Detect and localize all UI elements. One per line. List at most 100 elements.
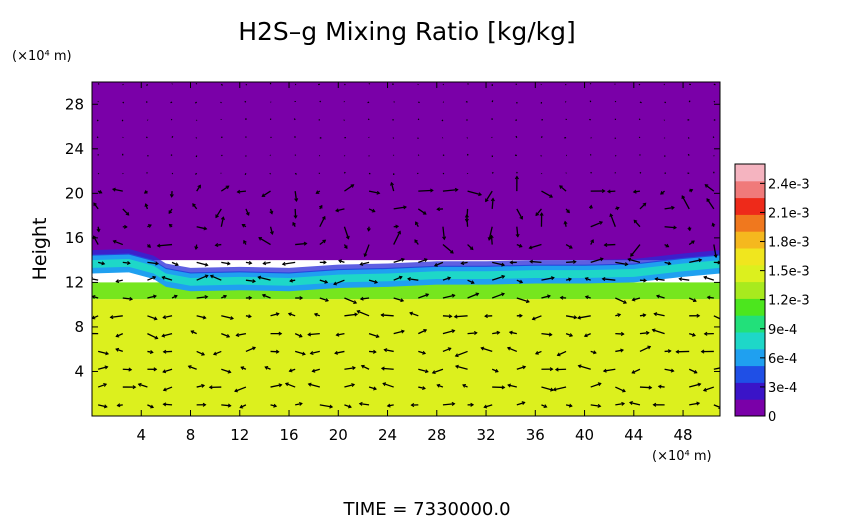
wind-vector <box>335 208 345 213</box>
colorbar-segment <box>735 164 765 182</box>
wind-vector <box>196 274 209 281</box>
wind-vector <box>368 386 377 391</box>
wind-vector <box>368 332 380 339</box>
wind-vector <box>442 293 456 299</box>
wind-vector <box>221 333 231 338</box>
y-tick-label: 16 <box>65 229 84 247</box>
wind-vector <box>161 332 173 338</box>
wind-vector <box>319 215 326 228</box>
field-layer <box>92 82 720 416</box>
y-tick-label: 20 <box>65 184 84 202</box>
wind-vector <box>556 350 567 357</box>
time-footer: TIME = 7330000.0 <box>342 499 510 519</box>
wind-vector <box>712 136 715 138</box>
wind-vector <box>485 190 493 203</box>
wind-vector <box>565 83 567 86</box>
wind-vector <box>516 313 523 318</box>
wind-vector <box>516 279 524 284</box>
wind-vector <box>713 244 718 259</box>
wind-vector <box>590 189 606 194</box>
wind-vector <box>245 346 257 353</box>
wind-vector <box>245 83 248 86</box>
wind-vector <box>483 404 493 409</box>
wind-vector <box>615 261 629 267</box>
wind-vector <box>338 259 345 264</box>
wind-vector <box>706 295 714 300</box>
wind-vector <box>663 119 666 121</box>
wind-vector <box>590 257 604 263</box>
wind-vector <box>333 279 345 286</box>
wind-vector <box>531 315 542 321</box>
wind-vector <box>590 403 602 408</box>
wind-vector <box>442 226 447 241</box>
wind-vector <box>293 118 296 121</box>
wind-vector <box>147 404 155 409</box>
wind-vector <box>214 243 222 248</box>
wind-vector <box>244 173 247 176</box>
chart-title: H2S–g Mixing Ratio [kg/kg] <box>238 17 576 46</box>
wind-vector <box>418 101 420 104</box>
wind-vector <box>190 330 197 335</box>
wind-vector <box>147 261 159 266</box>
wind-vector <box>541 332 553 337</box>
wind-vector <box>541 276 555 281</box>
wind-vector <box>281 261 296 266</box>
wind-vector <box>243 239 247 245</box>
wind-vector <box>651 328 665 335</box>
wind-vector <box>261 190 271 197</box>
wind-vector <box>559 185 567 192</box>
x-tick-label: 8 <box>186 426 196 444</box>
wind-vector <box>703 275 715 281</box>
wind-vector <box>269 208 274 215</box>
wind-vector <box>442 329 456 335</box>
wind-vector <box>319 404 334 409</box>
wind-vector <box>442 347 452 353</box>
wind-vector <box>565 208 570 214</box>
wind-vector <box>664 101 667 104</box>
wind-vector <box>344 404 352 409</box>
colorbar-segment <box>735 399 765 417</box>
wind-vector <box>409 311 419 317</box>
wind-vector <box>583 333 591 338</box>
wind-vector <box>491 274 506 281</box>
wind-vector-layer <box>92 82 720 409</box>
colorbar-segment <box>735 264 765 283</box>
wind-vector <box>590 239 594 245</box>
wind-vector <box>442 187 459 192</box>
wind-vector <box>344 184 355 192</box>
wind-vector <box>122 224 128 229</box>
wind-vector <box>577 364 591 370</box>
y-tick-label: 8 <box>74 318 84 336</box>
wind-vector <box>541 294 551 299</box>
wind-vector <box>702 386 715 392</box>
wind-vector <box>490 197 495 209</box>
wind-vector <box>344 297 358 304</box>
wind-vector <box>534 350 542 355</box>
wind-vector <box>392 137 395 139</box>
wind-vector <box>664 368 675 373</box>
wind-vector <box>245 279 256 284</box>
wind-vector <box>215 208 222 219</box>
wind-vector <box>161 275 173 281</box>
wind-vector <box>137 382 148 388</box>
wind-vector <box>590 221 604 228</box>
wind-vector <box>515 119 518 121</box>
wind-vector <box>239 404 247 409</box>
wind-vector <box>467 83 469 85</box>
wind-vector <box>678 277 690 282</box>
wind-vector <box>96 136 99 139</box>
x-tick-label: 44 <box>624 426 643 444</box>
wind-vector <box>631 368 641 374</box>
wind-vector <box>212 350 222 356</box>
wind-vector <box>146 244 151 248</box>
wind-vector <box>146 83 148 87</box>
wind-vector <box>196 350 206 356</box>
wind-vector <box>146 136 148 139</box>
colorbar-tick-label: 0 <box>768 410 776 425</box>
wind-vector <box>319 260 327 265</box>
wind-vector <box>169 191 174 198</box>
wind-vector <box>115 347 123 353</box>
wind-vector <box>147 294 157 299</box>
wind-vector <box>687 226 692 232</box>
